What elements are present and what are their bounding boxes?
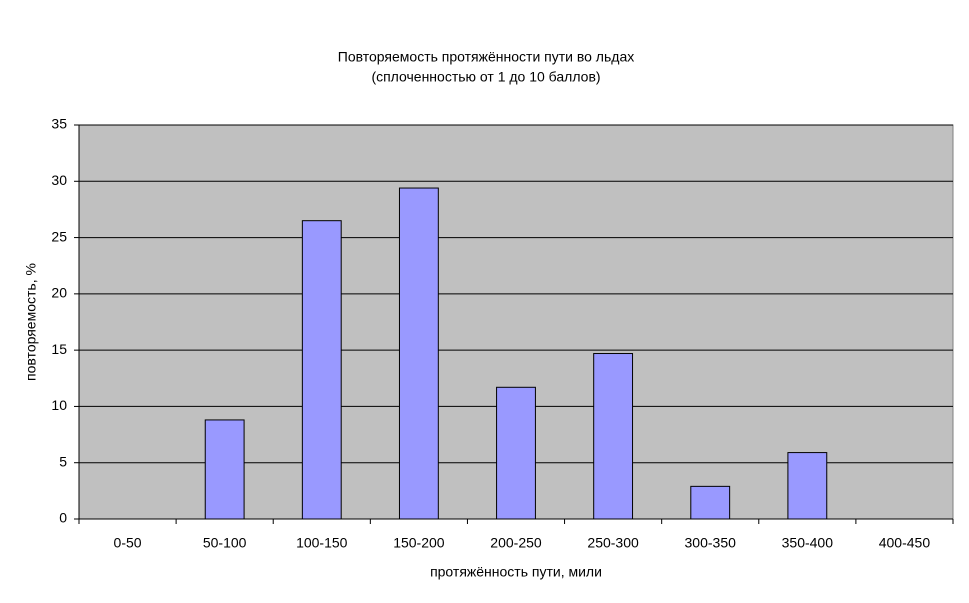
x-tick-label: 150-200 [393,535,445,551]
y-tick-label: 35 [51,116,67,132]
x-tick-label: 50-100 [203,535,247,551]
x-tick-label: 350-400 [782,535,834,551]
y-tick-label: 30 [51,172,67,188]
bar [301,220,342,520]
bar [398,187,439,520]
y-tick-label: 10 [51,397,67,413]
y-tick-label: 15 [51,341,67,357]
x-tick-label: 200-250 [490,535,542,551]
y-tick-label: 20 [51,285,67,301]
y-axis-label: повторяемость, % [23,263,39,381]
bar [204,419,245,520]
x-tick-label: 400-450 [879,535,931,551]
y-tick-label: 5 [59,453,67,469]
x-tick-label: 250-300 [587,535,639,551]
chart-subtitle: (сплоченностью от 1 до 10 баллов) [371,69,600,85]
bar [496,386,536,520]
x-axis-label: протяжённость пути, мили [430,564,602,580]
x-tick-label: 0-50 [114,535,142,551]
bar [787,452,828,520]
y-tick-label: 25 [51,228,67,244]
chart-title: Повторяемость протяжённости пути во льда… [338,49,634,65]
x-tick-label: 300-350 [685,535,737,551]
bar [690,485,731,520]
y-tick-label: 0 [59,510,67,526]
bar [593,353,634,520]
x-tick-label: 100-150 [296,535,348,551]
